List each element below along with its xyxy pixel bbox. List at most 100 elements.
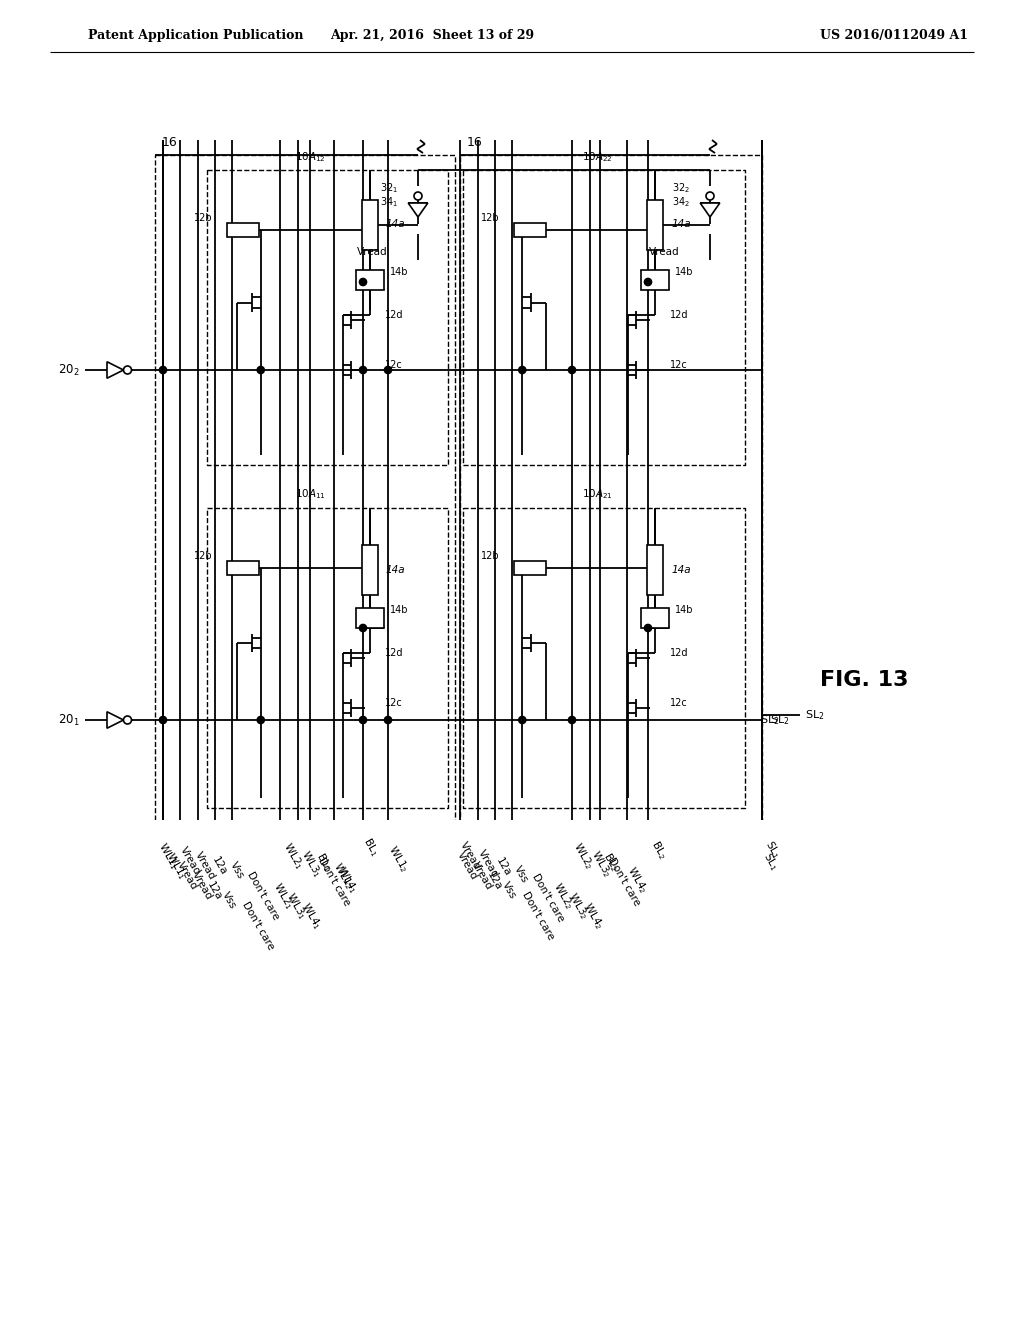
Circle shape	[519, 717, 525, 723]
Text: 12b: 12b	[481, 213, 500, 223]
Circle shape	[124, 715, 131, 723]
Text: Vread: Vread	[455, 850, 479, 882]
Text: WL4$_2$: WL4$_2$	[624, 865, 650, 896]
Text: 12b: 12b	[195, 213, 213, 223]
Text: 14a: 14a	[385, 219, 404, 228]
Circle shape	[359, 367, 367, 374]
Bar	[227, 561, 259, 576]
Text: SL$_2$: SL$_2$	[770, 713, 790, 727]
Text: WL3$_2$: WL3$_2$	[565, 890, 591, 921]
Text: BL$_1$: BL$_1$	[360, 836, 382, 858]
Text: 14b: 14b	[675, 605, 693, 615]
Text: Patent Application Publication: Patent Application Publication	[88, 29, 303, 41]
Text: Don't care: Don't care	[530, 873, 565, 924]
Circle shape	[384, 367, 391, 374]
Text: SL$_2$: SL$_2$	[805, 708, 824, 722]
Text: 14b: 14b	[390, 605, 409, 615]
Text: 12c: 12c	[670, 360, 688, 370]
Text: SL$_1$: SL$_1$	[762, 838, 783, 861]
Bar	[514, 561, 546, 576]
Polygon shape	[106, 711, 124, 729]
Circle shape	[160, 717, 167, 723]
Text: 12c: 12c	[385, 698, 402, 708]
Text: Don't care: Don't care	[606, 855, 642, 908]
Circle shape	[568, 367, 575, 374]
Text: WL3$_1$: WL3$_1$	[283, 890, 309, 921]
Text: $20_2$: $20_2$	[58, 363, 80, 378]
Text: $32_2$: $32_2$	[672, 181, 690, 195]
Text: WL4$_1$: WL4$_1$	[298, 900, 325, 932]
Text: US 2016/0112049 A1: US 2016/0112049 A1	[820, 29, 968, 41]
Text: 12d: 12d	[385, 648, 403, 657]
Text: WL2$_1$: WL2$_1$	[280, 840, 306, 871]
Polygon shape	[700, 203, 720, 216]
Text: $10A_{11}$: $10A_{11}$	[295, 487, 326, 500]
Polygon shape	[106, 362, 124, 379]
Text: WL2$_1$: WL2$_1$	[270, 880, 296, 912]
Circle shape	[414, 191, 422, 201]
Text: 12b: 12b	[481, 550, 500, 561]
Text: Don't care: Don't care	[240, 900, 275, 952]
Text: 12d: 12d	[670, 310, 688, 319]
Bar	[356, 271, 384, 290]
Circle shape	[568, 717, 575, 723]
Polygon shape	[409, 203, 428, 216]
Text: Apr. 21, 2016  Sheet 13 of 29: Apr. 21, 2016 Sheet 13 of 29	[330, 29, 535, 41]
Text: 12d: 12d	[670, 648, 688, 657]
Bar	[641, 609, 669, 628]
Text: WL4$_2$: WL4$_2$	[580, 900, 606, 932]
Text: Vread: Vread	[193, 850, 217, 882]
Text: Vread: Vread	[178, 845, 202, 876]
Text: SL$_2$: SL$_2$	[760, 713, 779, 727]
Text: 12a: 12a	[485, 870, 504, 892]
Bar	[362, 201, 378, 249]
Text: WL2$_2$: WL2$_2$	[570, 840, 596, 871]
Text: Vss: Vss	[500, 880, 518, 900]
Text: 12a: 12a	[205, 880, 223, 902]
Text: $20_1$: $20_1$	[58, 713, 80, 727]
Bar	[514, 223, 546, 238]
Text: BL$_1$: BL$_1$	[313, 850, 335, 874]
Circle shape	[519, 367, 525, 374]
Text: WL1$_1$: WL1$_1$	[163, 850, 189, 882]
Bar	[641, 271, 669, 290]
Text: Vread: Vread	[476, 847, 500, 879]
Circle shape	[257, 717, 264, 723]
Circle shape	[644, 279, 651, 285]
Text: FIG. 13: FIG. 13	[820, 671, 908, 690]
Text: 12d: 12d	[385, 310, 403, 319]
Text: Vread: Vread	[458, 840, 482, 871]
Circle shape	[160, 367, 167, 374]
Text: 12c: 12c	[670, 698, 688, 708]
Text: $10A_{12}$: $10A_{12}$	[295, 150, 326, 164]
Text: 12a: 12a	[494, 855, 512, 878]
Text: Don't care: Don't care	[245, 870, 281, 921]
Text: Vss: Vss	[512, 865, 529, 884]
Text: Vss: Vss	[220, 890, 238, 911]
Circle shape	[257, 367, 264, 374]
Text: $34_2$: $34_2$	[672, 195, 690, 209]
Text: $32_1$: $32_1$	[380, 181, 398, 195]
Text: 12b: 12b	[195, 550, 213, 561]
Text: 14a: 14a	[385, 565, 404, 576]
Text: Vread: Vread	[470, 861, 494, 891]
Text: Vread: Vread	[357, 247, 388, 257]
Circle shape	[124, 366, 131, 374]
Text: WL3$_2$: WL3$_2$	[588, 847, 614, 879]
Text: 14a: 14a	[672, 565, 691, 576]
Text: Vread: Vread	[649, 247, 680, 257]
Text: $10A_{22}$: $10A_{22}$	[582, 150, 612, 164]
Text: $34_1$: $34_1$	[380, 195, 398, 209]
Text: WL2$_2$: WL2$_2$	[550, 880, 577, 912]
Text: WL1$_1$: WL1$_1$	[155, 840, 181, 871]
Text: WL4$_1$: WL4$_1$	[334, 865, 360, 896]
Text: BL$_2$: BL$_2$	[600, 850, 622, 874]
Text: Don't care: Don't care	[520, 890, 556, 941]
Text: 14b: 14b	[390, 267, 409, 277]
Bar	[60, 820, 780, 1020]
Text: WL1$_2$: WL1$_2$	[330, 861, 356, 891]
Text: Vss: Vss	[228, 861, 246, 880]
Text: 14a: 14a	[672, 219, 691, 228]
Text: 12a: 12a	[210, 855, 228, 876]
Bar	[356, 609, 384, 628]
